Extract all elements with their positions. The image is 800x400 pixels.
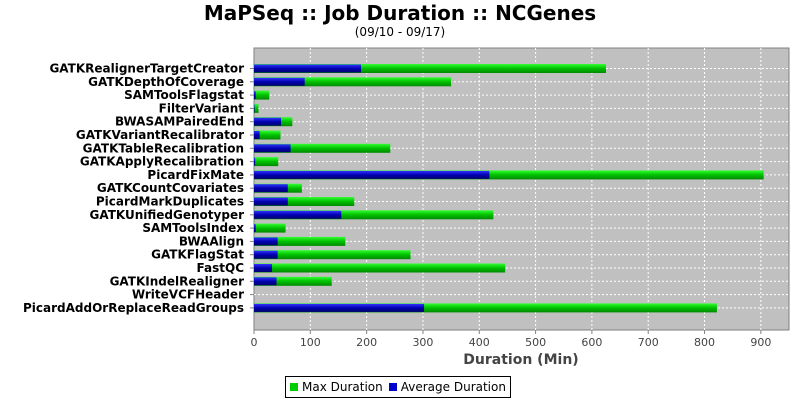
- bar-avg-7: [254, 157, 256, 166]
- category-label-18: PicardAddOrReplaceReadGroups: [23, 301, 244, 315]
- chart-subtitle: (09/10 - 09/17): [354, 25, 446, 39]
- category-label-14: GATKFlagStat: [151, 248, 244, 262]
- bar-max-11: [254, 210, 494, 220]
- x-tick-label-100: 100: [300, 336, 321, 349]
- bar-max-1: [254, 77, 452, 87]
- category-label-1: GATKDepthOfCoverage: [88, 75, 244, 89]
- x-tick-label-400: 400: [469, 336, 490, 349]
- bar-avg-11: [254, 210, 342, 219]
- bar-avg-13: [254, 237, 278, 246]
- bar-max-14: [254, 250, 411, 260]
- x-axis-label: Duration (Min): [463, 352, 578, 368]
- bar-max-2: [254, 90, 270, 100]
- category-label-12: SAMToolsIndex: [142, 221, 244, 235]
- bar-max-3: [254, 103, 259, 113]
- bar-avg-5: [254, 131, 260, 139]
- bar-max-7: [254, 157, 279, 167]
- bars: [254, 64, 764, 313]
- bar-max-16: [254, 276, 332, 286]
- bar-avg-2: [254, 91, 256, 100]
- x-tick-label-900: 900: [750, 336, 771, 349]
- category-label-15: FastQC: [197, 261, 245, 275]
- bar-avg-10: [254, 197, 288, 206]
- bar-avg-12: [254, 224, 256, 233]
- bar-max-15: [254, 263, 506, 273]
- bar-max-10: [254, 197, 355, 206]
- bar-max-18: [254, 303, 717, 313]
- bar-max-6: [254, 143, 391, 153]
- category-label-8: PicardFixMate: [147, 168, 244, 182]
- bar-avg-0: [254, 64, 361, 73]
- category-label-16: GATKIndelRealigner: [110, 274, 245, 288]
- legend-swatch-avg: [388, 383, 397, 391]
- bar-max-8: [254, 170, 764, 180]
- bar-avg-15: [254, 264, 273, 272]
- x-tick-label-0: 0: [251, 336, 258, 349]
- x-tick-label-300: 300: [412, 336, 433, 349]
- bar-max-13: [254, 236, 346, 246]
- bar-avg-14: [254, 250, 278, 259]
- legend-item-avg: Average Duration: [388, 380, 506, 394]
- category-label-7: GATKApplyRecalibration: [80, 155, 244, 169]
- category-label-6: GATKTableRecalibration: [83, 141, 244, 155]
- legend-label-avg: Average Duration: [400, 380, 506, 394]
- bar-avg-9: [254, 184, 288, 193]
- x-tick-label-700: 700: [638, 336, 659, 349]
- bar-max-5: [254, 130, 281, 140]
- legend-item-max: Max Duration: [290, 380, 383, 394]
- category-label-10: PicardMarkDuplicates: [96, 195, 244, 209]
- category-label-9: GATKCountCovariates: [97, 181, 244, 195]
- category-label-4: BWASAMPairedEnd: [115, 115, 244, 129]
- category-labels: GATKRealignerTargetCreatorGATKDepthOfCov…: [23, 62, 254, 315]
- category-label-17: WriteVCFHeader: [132, 288, 244, 302]
- bar-avg-18: [254, 303, 425, 312]
- bar-avg-16: [254, 277, 277, 286]
- bar-avg-6: [254, 144, 291, 153]
- plot-area: [253, 47, 790, 331]
- category-label-11: GATKUnifiedGenotyper: [90, 208, 245, 222]
- category-label-0: GATKRealignerTargetCreator: [49, 62, 244, 76]
- legend: Max Duration Average Duration: [285, 376, 511, 398]
- x-tick-label-200: 200: [356, 336, 377, 349]
- category-label-2: SAMToolsFlagstat: [124, 88, 244, 102]
- legend-swatch-max: [290, 383, 298, 391]
- category-label-3: FilterVariant: [159, 101, 245, 115]
- x-tick-label-500: 500: [525, 336, 546, 349]
- x-axis: 0 100 200 300 400 500 600 700 800 900: [251, 330, 771, 349]
- x-tick-label-600: 600: [581, 336, 602, 349]
- bar-avg-8: [254, 170, 490, 179]
- legend-label-max: Max Duration: [302, 380, 383, 394]
- chart-title: MaPSeq :: Job Duration :: NCGenes: [203, 1, 597, 25]
- bar-avg-1: [254, 77, 305, 86]
- bar-max-0: [254, 64, 606, 73]
- bar-avg-3: [254, 104, 255, 113]
- category-label-5: GATKVariantRecalibrator: [76, 128, 244, 142]
- bar-avg-4: [254, 117, 282, 126]
- category-label-13: BWAAlign: [179, 234, 244, 248]
- x-tick-label-800: 800: [694, 336, 715, 349]
- bar-max-12: [254, 223, 286, 233]
